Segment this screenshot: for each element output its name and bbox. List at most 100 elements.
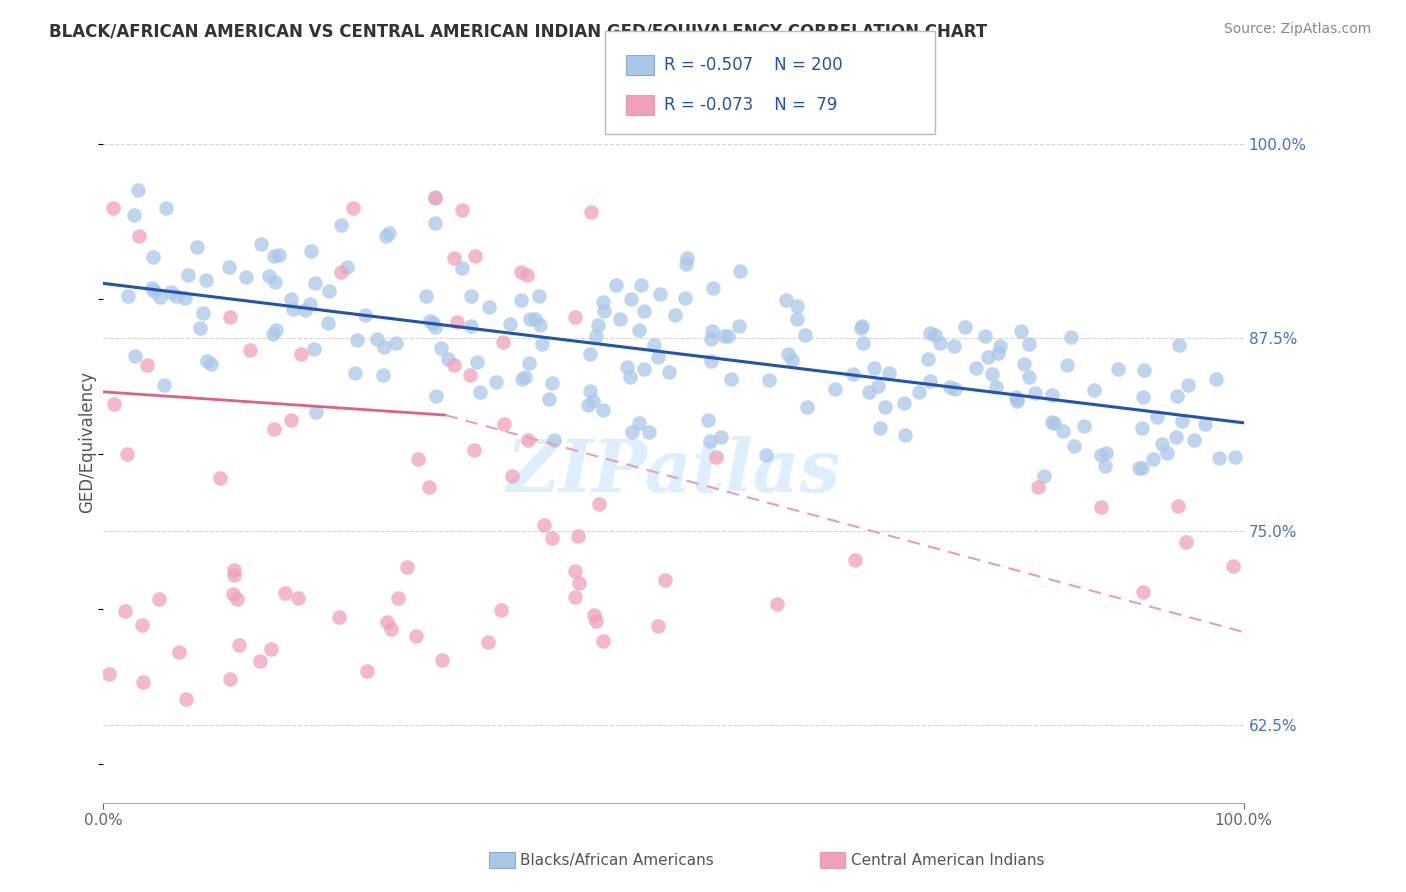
Point [974,329,997,343]
Point [990,339,1012,353]
Point [1005,392,1028,406]
Point [1132,390,1154,404]
Point [592,402,614,417]
Point [775,293,797,307]
Point [415,289,437,303]
Point [336,260,359,275]
Point [658,365,681,379]
Point [419,314,441,328]
Point [1133,363,1156,377]
Point [730,264,752,278]
Point [492,417,515,431]
Point [346,333,368,347]
Point [879,366,901,380]
Point [429,341,451,355]
Point [875,400,897,414]
Point [567,529,589,543]
Point [142,284,165,298]
Point [924,327,946,342]
Point [177,268,200,282]
Point [122,208,145,222]
Point [852,336,875,351]
Point [585,614,607,628]
Point [249,654,271,668]
Point [406,451,429,466]
Point [302,342,325,356]
Point [616,360,638,375]
Point [160,285,183,299]
Point [704,450,727,464]
Point [226,592,249,607]
Point [1150,436,1173,450]
Point [208,471,231,485]
Point [478,301,501,315]
Point [1060,330,1083,344]
Point [699,434,721,449]
Point [1182,433,1205,447]
Point [463,442,485,457]
Point [643,338,665,352]
Point [564,564,586,578]
Point [619,370,641,384]
Point [378,226,401,240]
Point [564,310,586,324]
Point [117,289,139,303]
Point [437,351,460,366]
Point [582,607,605,622]
Point [1094,459,1116,474]
Point [893,396,915,410]
Point [387,591,409,606]
Point [262,326,284,341]
Point [630,278,652,293]
Point [1033,468,1056,483]
Point [1208,451,1230,466]
Point [515,369,537,384]
Point [385,336,408,351]
Point [987,346,1010,360]
Point [647,619,669,633]
Point [304,276,326,290]
Point [869,421,891,435]
Point [299,296,322,310]
Point [316,316,339,330]
Point [1164,430,1187,444]
Point [124,350,146,364]
Point [524,311,547,326]
Point [193,306,215,320]
Point [174,291,197,305]
Point [605,278,627,293]
Point [499,317,522,331]
Text: R = -0.073    N =  79: R = -0.073 N = 79 [664,96,837,114]
Point [155,201,177,215]
Point [1063,439,1085,453]
Point [238,343,260,358]
Point [1005,390,1028,404]
Point [1130,421,1153,435]
Point [700,332,723,346]
Point [648,286,671,301]
Point [501,469,523,483]
Point [917,352,939,367]
Point [290,347,312,361]
Point [578,347,600,361]
Point [1205,372,1227,386]
Text: BLACK/AFRICAN AMERICAN VS CENTRAL AMERICAN INDIAN GED/EQUIVALENCY CORRELATION CH: BLACK/AFRICAN AMERICAN VS CENTRAL AMERIC… [49,22,987,40]
Point [1014,357,1036,371]
Point [1040,388,1063,402]
Point [366,332,388,346]
Point [965,360,987,375]
Point [375,615,398,630]
Point [720,372,742,386]
Point [1194,417,1216,431]
Point [578,384,600,398]
Point [477,635,499,649]
Point [395,560,418,574]
Point [451,202,474,217]
Point [373,340,395,354]
Point [953,320,976,334]
Point [274,586,297,600]
Point [450,261,472,276]
Point [794,327,817,342]
Point [218,260,240,274]
Point [633,361,655,376]
